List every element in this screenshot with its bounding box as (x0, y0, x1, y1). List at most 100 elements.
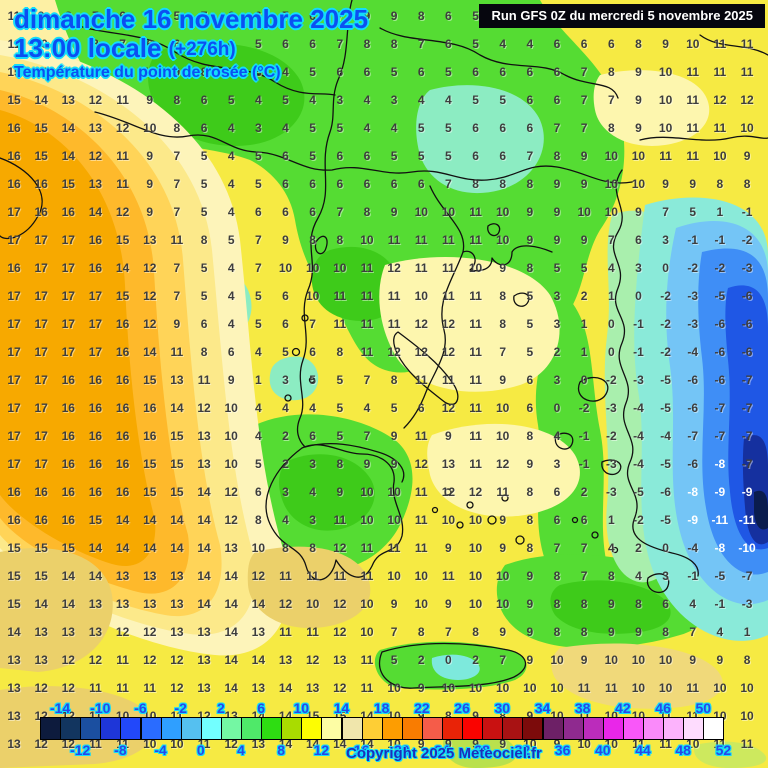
grid-value: 7 (255, 233, 262, 247)
grid-value: 15 (143, 485, 157, 499)
grid-value: 11 (116, 653, 129, 667)
grid-value: 3 (309, 513, 316, 527)
grid-value: 11 (414, 373, 428, 387)
grid-value: 7 (282, 9, 289, 23)
grid-value: 5 (200, 149, 208, 163)
grid-value: 13 (61, 93, 75, 107)
grid-value: 9 (417, 737, 425, 751)
grid-value: 7 (173, 289, 181, 303)
grid-value: 13 (170, 625, 184, 639)
grid-value: 4 (390, 121, 398, 135)
grid-value: 16 (115, 317, 130, 331)
grid-value: 8 (200, 233, 208, 247)
grid-value: 9 (227, 373, 235, 387)
grid-value: 8 (309, 233, 316, 247)
grid-value: 10 (387, 485, 401, 499)
grid-value: 4 (689, 597, 697, 611)
grid-value: 10 (305, 261, 320, 275)
grid-value: -6 (741, 317, 753, 331)
grid-value: 4 (255, 429, 262, 443)
copyright-label: Copyright 2025 Meteociel.fr (346, 745, 542, 762)
grid-value: 15 (7, 597, 21, 611)
grid-value: 5 (445, 65, 452, 79)
grid-value: 13 (333, 653, 347, 667)
grid-value: 4 (553, 429, 561, 443)
grid-value: 10 (740, 709, 754, 723)
grid-value: 9 (580, 653, 588, 667)
grid-value: 12 (197, 401, 211, 415)
grid-value: 11 (279, 625, 292, 639)
grid-value: 1 (580, 317, 588, 331)
grid-value: 9 (689, 653, 697, 667)
grid-value: 5 (499, 93, 507, 107)
grid-value: 10 (360, 485, 374, 499)
grid-value: 10 (414, 205, 428, 219)
grid-value: 10 (278, 261, 293, 275)
grid-value: 9 (417, 681, 425, 695)
grid-value: 1 (743, 625, 751, 639)
grid-value: 10 (604, 737, 618, 751)
grid-value: 13 (197, 653, 211, 667)
grid-value: 14 (170, 541, 184, 555)
date-label: dimanche 16 novembre 2025 (14, 4, 369, 34)
grid-value: -2 (741, 233, 753, 247)
grid-value: 6 (472, 121, 479, 135)
grid-value: 12 (224, 513, 238, 527)
grid-value: 11 (170, 709, 184, 723)
grid-value: 6 (336, 65, 344, 79)
grid-value: -1 (714, 597, 726, 611)
grid-value: 5 (336, 121, 344, 135)
grid-value: 17 (7, 345, 21, 359)
grid-value: 12 (143, 289, 157, 303)
grid-value: 14 (88, 541, 103, 555)
grid-value: 6 (336, 177, 344, 191)
grid-value: 4 (282, 401, 289, 415)
grid-value: 7 (200, 9, 208, 23)
grid-value: -11 (711, 513, 729, 527)
grid-value: 13 (170, 597, 184, 611)
grid-value: 9 (580, 233, 588, 247)
grid-value: 11 (360, 681, 374, 695)
grid-value: 16 (61, 513, 75, 527)
grid-value: 6 (553, 65, 561, 79)
grid-value: 9 (37, 9, 45, 23)
grid-value: -1 (578, 457, 590, 471)
grid-value: 16 (34, 205, 48, 219)
grid-value: 11 (360, 653, 374, 667)
grid-value: 5 (309, 65, 316, 79)
grid-value: -2 (660, 345, 671, 359)
grid-value: 10 (468, 681, 483, 695)
grid-value: 16 (115, 373, 130, 387)
grid-value: 11 (713, 121, 727, 135)
grid-value: 10 (740, 681, 754, 695)
grid-value: 9 (499, 261, 507, 275)
grid-value: 4 (363, 121, 371, 135)
grid-value: -2 (660, 317, 671, 331)
grid-value: 14 (61, 149, 75, 163)
grid-value: 11 (632, 737, 645, 751)
grid-value: 10 (224, 429, 238, 443)
grid-value: 6 (282, 205, 289, 219)
grid-value: 12 (251, 569, 266, 583)
grid-value: 5 (255, 457, 262, 471)
grid-value: 11 (713, 737, 727, 751)
grid-value: 6 (146, 9, 154, 23)
grid-value: 9 (445, 737, 452, 751)
grid-value: 10 (550, 681, 564, 695)
grid-value: 4 (716, 625, 724, 639)
grid-value: 0 (607, 317, 615, 331)
grid-value: 6 (282, 37, 289, 51)
grid-value: 12 (387, 345, 401, 359)
grid-value: 15 (170, 485, 184, 499)
grid-value: 9 (635, 121, 642, 135)
grid-value: 14 (143, 345, 157, 359)
grid-value: 14 (197, 541, 211, 555)
grid-value: 15 (34, 541, 48, 555)
grid-value: 0 (580, 373, 588, 387)
grid-value: 16 (7, 261, 21, 275)
grid-value: 14 (360, 709, 374, 723)
grid-value: 9 (390, 597, 398, 611)
grid-value: 10 (143, 121, 157, 135)
grid-value: 12 (441, 317, 456, 331)
